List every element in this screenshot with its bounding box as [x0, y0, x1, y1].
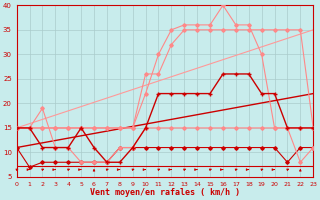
X-axis label: Vent moyen/en rafales ( km/h ): Vent moyen/en rafales ( km/h ): [90, 188, 240, 197]
